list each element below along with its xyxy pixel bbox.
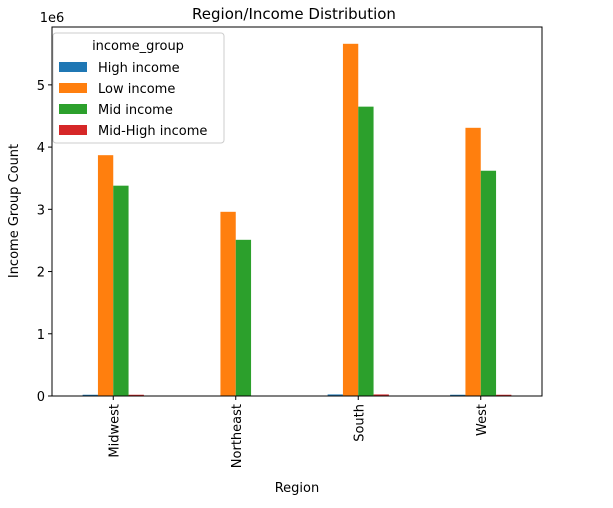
bar bbox=[327, 394, 343, 396]
y-tick-label: 3 bbox=[37, 203, 45, 218]
x-tick-label: South bbox=[352, 404, 367, 442]
legend: income_group High income Low income Mid inc… bbox=[52, 32, 225, 144]
plot-frame bbox=[51, 26, 543, 397]
legend-box bbox=[52, 32, 225, 144]
y-offset-label: 1e6 bbox=[40, 11, 65, 26]
legend-label: High income bbox=[98, 61, 180, 76]
legend-swatch bbox=[59, 83, 87, 93]
bar bbox=[97, 155, 114, 396]
x-tick-label: Midwest bbox=[107, 404, 122, 458]
x-tick-label: Northeast bbox=[230, 404, 245, 468]
bar bbox=[220, 211, 236, 396]
y-tick-label: 5 bbox=[37, 79, 45, 94]
bar bbox=[128, 394, 144, 396]
legend-swatch bbox=[59, 62, 87, 72]
bar bbox=[342, 43, 359, 396]
y-tick-label: 0 bbox=[37, 390, 45, 405]
bar bbox=[373, 394, 389, 396]
y-tick-label: 1 bbox=[37, 328, 45, 343]
legend-label: Mid income bbox=[98, 103, 173, 118]
bar bbox=[480, 170, 497, 396]
bar bbox=[465, 127, 481, 397]
y-tick-label: 2 bbox=[37, 266, 45, 281]
legend-label: Mid-High income bbox=[98, 124, 207, 139]
bar bbox=[235, 239, 252, 396]
bar bbox=[450, 394, 466, 396]
bar bbox=[496, 394, 512, 396]
bar bbox=[113, 185, 129, 396]
legend-label: Low income bbox=[98, 82, 175, 97]
y-tick-label: 4 bbox=[37, 141, 45, 156]
bar bbox=[82, 394, 98, 396]
legend-title: income_group bbox=[92, 39, 184, 54]
legend-swatch bbox=[59, 104, 87, 114]
chart-title: Region/Income Distribution bbox=[192, 5, 396, 23]
x-axis-label: Region bbox=[275, 481, 320, 496]
legend-swatch bbox=[59, 125, 87, 135]
y-axis-label: Income Group Count bbox=[7, 144, 22, 278]
x-tick-label: West bbox=[475, 404, 490, 436]
bar bbox=[358, 106, 374, 397]
